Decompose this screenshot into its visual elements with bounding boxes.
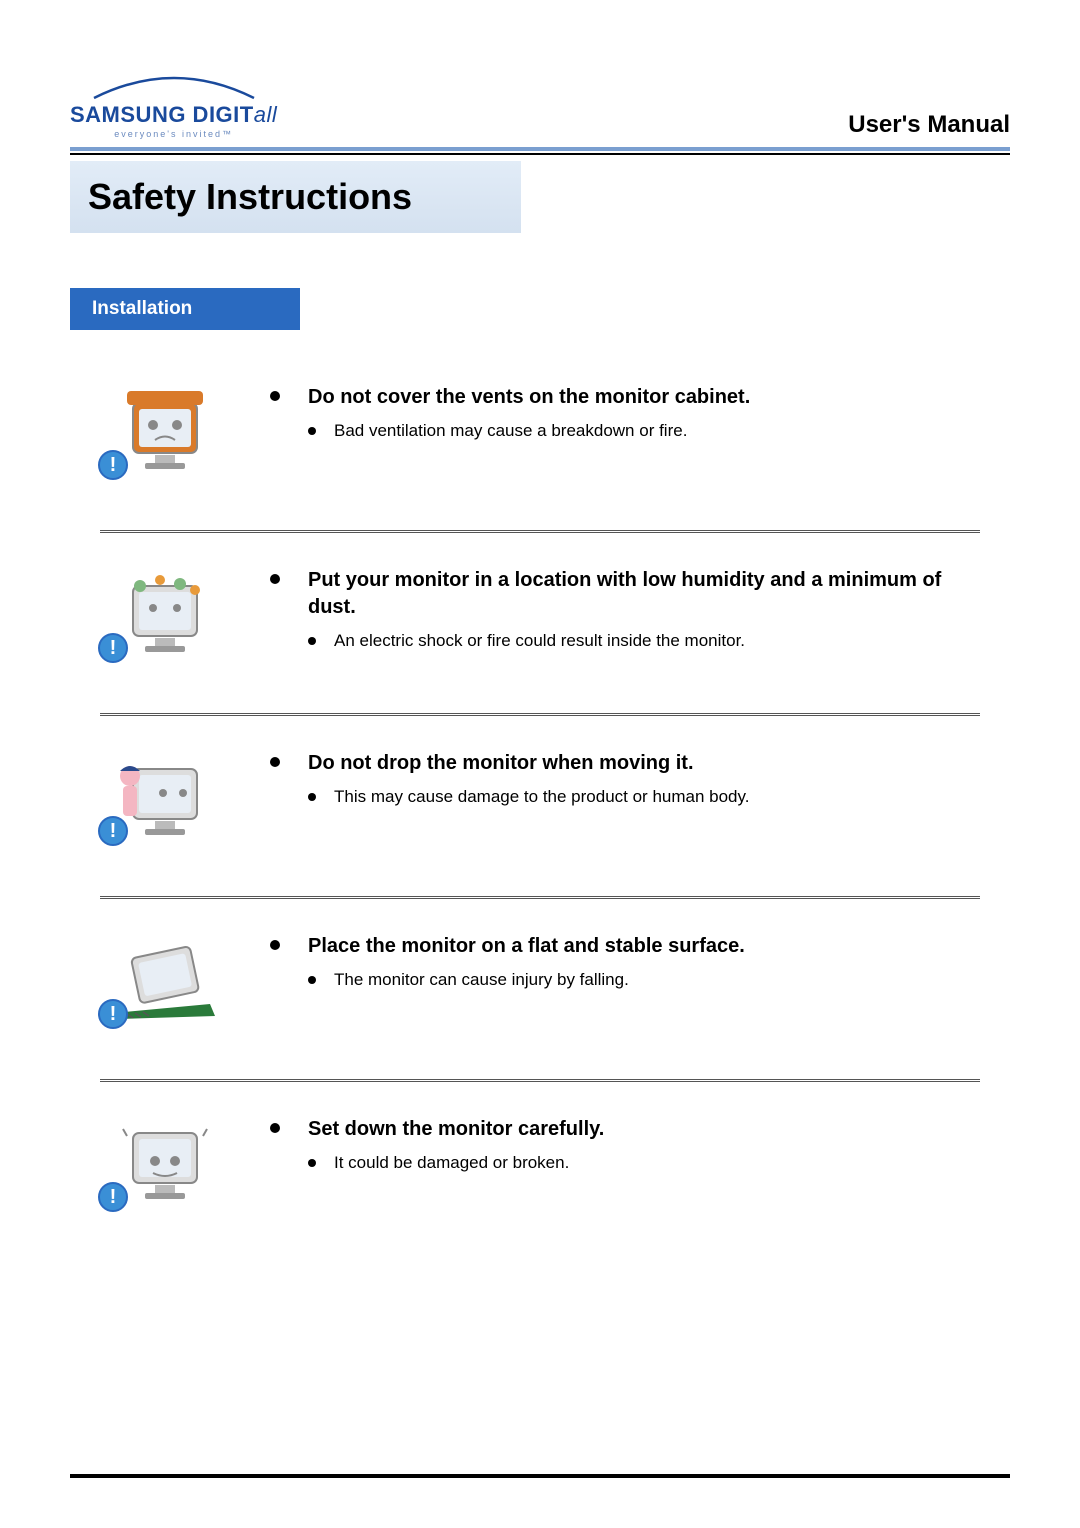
instruction-detail-row: It could be damaged or broken. (308, 1153, 980, 1173)
bullet-icon (270, 940, 280, 950)
warning-badge-icon: ! (98, 450, 128, 480)
instruction-text: Place the monitor on a flat and stable s… (270, 929, 980, 990)
instruction-text: Put your monitor in a location with low … (270, 563, 980, 651)
bullet-icon (270, 1123, 280, 1133)
instruction-heading: Set down the monitor carefully. (308, 1116, 604, 1143)
instruction-detail: It could be damaged or broken. (334, 1153, 569, 1173)
instruction-detail: Bad ventilation may cause a breakdown or… (334, 421, 687, 441)
instruction-detail: An electric shock or fire could result i… (334, 631, 745, 651)
brand-logo: SAMSUNG DIGITall everyone's invited™ (70, 70, 277, 139)
bullet-icon (308, 427, 316, 435)
instruction-heading: Do not cover the vents on the monitor ca… (308, 384, 750, 411)
instruction-item: ! Place the monitor on a flat and stable… (100, 914, 980, 1044)
instruction-heading-row: Place the monitor on a flat and stable s… (270, 933, 980, 960)
logo-suffix: all (254, 102, 278, 127)
bullet-icon (270, 391, 280, 401)
instruction-item: ! Do not cover the vents on the monitor … (100, 365, 980, 495)
logo-text: SAMSUNG DIGITall (70, 102, 277, 128)
instruction-heading: Put your monitor in a location with low … (308, 567, 980, 621)
instruction-heading-row: Put your monitor in a location with low … (270, 567, 980, 621)
instruction-text: Do not drop the monitor when moving it. … (270, 746, 980, 807)
instruction-heading: Place the monitor on a flat and stable s… (308, 933, 745, 960)
header-rule-thin (70, 153, 1010, 155)
instruction-item: ! Set down the monitor carefully. It cou… (100, 1097, 980, 1227)
instruction-icon: ! (100, 380, 230, 480)
instruction-icon: ! (100, 1112, 230, 1212)
footer-rule (70, 1474, 1010, 1478)
manual-title: User's Manual (848, 111, 1010, 139)
logo-tagline: everyone's invited™ (114, 129, 233, 139)
bullet-icon (270, 757, 280, 767)
warning-badge-icon: ! (98, 999, 128, 1029)
instruction-detail-row: Bad ventilation may cause a breakdown or… (308, 421, 980, 441)
bullet-icon (308, 793, 316, 801)
page-header: SAMSUNG DIGITall everyone's invited™ Use… (70, 70, 1010, 139)
instruction-detail-row: The monitor can cause injury by falling. (308, 970, 980, 990)
instruction-icon: ! (100, 929, 230, 1029)
warning-badge-icon: ! (98, 816, 128, 846)
bullet-icon (308, 637, 316, 645)
section-title-bar: Safety Instructions (70, 161, 1010, 233)
warning-badge-icon: ! (98, 633, 128, 663)
instruction-icon: ! (100, 563, 230, 663)
bullet-icon (270, 574, 280, 584)
header-rule-blue (70, 147, 1010, 151)
content-area: ! Do not cover the vents on the monitor … (70, 365, 1010, 1227)
bullet-icon (308, 976, 316, 984)
instruction-heading-row: Set down the monitor carefully. (270, 1116, 980, 1143)
instruction-detail: The monitor can cause injury by falling. (334, 970, 629, 990)
instruction-heading: Do not drop the monitor when moving it. (308, 750, 694, 777)
instruction-detail-row: This may cause damage to the product or … (308, 787, 980, 807)
item-divider (100, 1079, 980, 1082)
instruction-icon: ! (100, 746, 230, 846)
item-divider (100, 530, 980, 533)
instruction-detail-row: An electric shock or fire could result i… (308, 631, 980, 651)
instruction-heading-row: Do not drop the monitor when moving it. (270, 750, 980, 777)
logo-main: SAMSUNG DIGIT (70, 102, 254, 127)
item-divider (100, 896, 980, 899)
instruction-heading-row: Do not cover the vents on the monitor ca… (270, 384, 980, 411)
instruction-text: Set down the monitor carefully. It could… (270, 1112, 980, 1173)
bullet-icon (308, 1159, 316, 1167)
subsection-tab: Installation (70, 288, 300, 330)
instruction-text: Do not cover the vents on the monitor ca… (270, 380, 980, 441)
instruction-item: ! Do not drop the monitor when moving it… (100, 731, 980, 861)
section-title: Safety Instructions (88, 176, 412, 218)
logo-arc-icon (89, 70, 259, 102)
warning-badge-icon: ! (98, 1182, 128, 1212)
instruction-item: ! Put your monitor in a location with lo… (100, 548, 980, 678)
item-divider (100, 713, 980, 716)
instruction-detail: This may cause damage to the product or … (334, 787, 749, 807)
